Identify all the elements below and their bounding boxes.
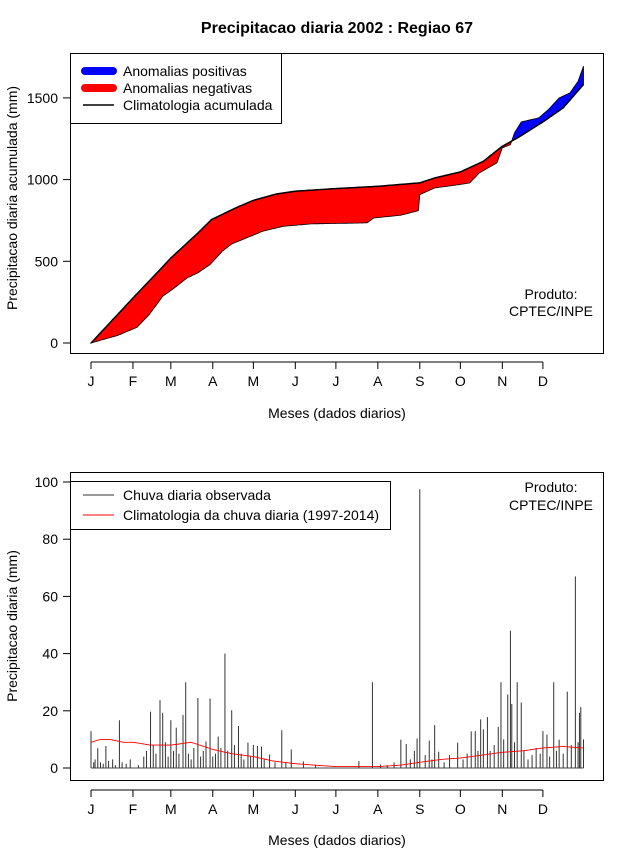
x-tick-label: J xyxy=(332,801,339,817)
climatology-cumulative-line xyxy=(90,84,585,344)
x-tick-label: S xyxy=(415,801,424,817)
x-tick-label: J xyxy=(88,373,95,389)
x-tick-label: D xyxy=(538,373,548,389)
x-tick-label: F xyxy=(129,373,138,389)
x-tick-label: J xyxy=(292,801,299,817)
daily-climatology xyxy=(90,738,584,768)
y-axis: 0 500 1000 1500 xyxy=(27,90,70,351)
legend-box xyxy=(70,481,391,530)
legend-label-negative: Anomalias negativas xyxy=(123,80,252,96)
x-tick-label: A xyxy=(373,373,383,389)
y-axis-label: Precipitacao diaria acumulada (mm) xyxy=(4,86,20,310)
product-source: CPTEC/INPE xyxy=(509,303,593,319)
daily-panel: 0 20 40 60 80 100 J F M A M J J A S O N D Precipitacao d… xyxy=(4,472,604,848)
x-tick-label: J xyxy=(292,373,299,389)
x-axis-label: Meses (dados diarios) xyxy=(268,832,406,848)
legend: Chuva diaria observada Climatologia da c… xyxy=(70,481,391,530)
x-axis-label: Meses (dados diarios) xyxy=(268,405,406,421)
cumulative-panel: 0 500 1000 1500 J F M A M J J A S O N D Precipitacao d… xyxy=(4,53,604,421)
x-tick-label: A xyxy=(373,801,383,817)
x-tick-label: M xyxy=(248,373,260,389)
x-tick-label: F xyxy=(129,801,138,817)
y-tick-label: 20 xyxy=(42,703,58,719)
y-tick-label: 0 xyxy=(50,760,58,776)
legend: Anomalias positivas Anomalias negativas … xyxy=(70,53,282,124)
x-tick-label: O xyxy=(455,801,466,817)
legend-label-climatology: Climatologia da chuva diaria (1997-2014) xyxy=(123,507,379,523)
y-axis-label: Precipitacao diaria (mm) xyxy=(4,550,20,702)
x-tick-label: M xyxy=(165,801,177,817)
x-tick-label: N xyxy=(497,801,507,817)
y-tick-label: 500 xyxy=(35,253,59,269)
plot-frame xyxy=(70,472,604,781)
plot-frame xyxy=(70,53,604,354)
x-tick-label: S xyxy=(415,373,424,389)
y-axis: 0 20 40 60 80 100 xyxy=(35,474,70,776)
product-label: Produto: xyxy=(525,479,578,495)
y-tick-label: 1000 xyxy=(27,172,58,188)
y-tick-label: 1500 xyxy=(27,90,58,106)
x-tick-label: A xyxy=(208,373,218,389)
x-tick-label: M xyxy=(248,801,260,817)
x-tick-label: D xyxy=(538,801,548,817)
daily-bars xyxy=(90,489,584,769)
x-tick-label: M xyxy=(165,373,177,389)
y-tick-label: 60 xyxy=(42,588,58,604)
product-label: Produto: xyxy=(525,286,578,302)
x-tick-label: J xyxy=(88,801,95,817)
product-source: CPTEC/INPE xyxy=(509,497,593,513)
legend-label-positive: Anomalias positivas xyxy=(123,63,247,79)
anomaly-areas xyxy=(89,66,585,344)
chart-title: Precipitacao diaria 2002 : Regiao 67 xyxy=(201,20,473,37)
x-tick-label: O xyxy=(455,373,466,389)
x-tick-label: A xyxy=(208,801,218,817)
y-tick-label: 80 xyxy=(42,531,58,547)
x-tick-label: J xyxy=(332,373,339,389)
y-tick-label: 40 xyxy=(42,646,58,662)
x-tick-label: N xyxy=(497,373,507,389)
legend-label-climatology: Climatologia acumulada xyxy=(123,97,273,113)
climatology-daily-line xyxy=(90,738,584,768)
y-tick-label: 0 xyxy=(50,335,58,351)
legend-label-observed: Chuva diaria observada xyxy=(123,487,271,503)
y-tick-label: 100 xyxy=(35,474,59,490)
